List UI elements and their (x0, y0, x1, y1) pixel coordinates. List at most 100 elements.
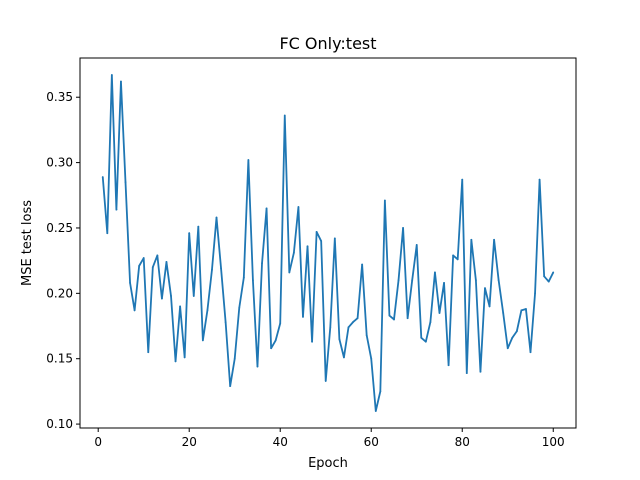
x-tick-label: 100 (542, 435, 565, 449)
data-point (115, 208, 118, 211)
data-point (220, 267, 222, 270)
data-point (534, 292, 536, 295)
data-point (474, 279, 477, 282)
data-point (124, 181, 127, 184)
y-axis-label: MSE test loss (20, 200, 35, 286)
data-point (265, 207, 268, 210)
data-point (142, 257, 145, 259)
data-point (379, 390, 382, 393)
x-tick-label: 80 (455, 435, 470, 449)
data-point (333, 237, 336, 240)
data-point (515, 330, 518, 333)
plot-frame (79, 57, 577, 429)
data-point (461, 178, 464, 181)
data-point (215, 216, 218, 219)
data-point (511, 336, 514, 339)
data-point (374, 410, 377, 412)
y-tick-label: 0.10 (46, 417, 73, 431)
y-tick-label: 0.20 (46, 286, 73, 300)
data-point (525, 308, 527, 310)
data-point (361, 263, 364, 266)
data-point (247, 159, 250, 161)
x-tick-label: 60 (364, 435, 379, 449)
data-point (497, 279, 500, 282)
x-tick-label: 20 (182, 435, 197, 449)
data-point (106, 232, 109, 235)
data-point (147, 351, 150, 354)
data-point (206, 309, 209, 312)
data-point (165, 261, 168, 263)
data-point (383, 199, 386, 202)
data-point (356, 317, 359, 320)
data-points (101, 74, 555, 412)
data-point (352, 321, 354, 323)
y-tick-label: 0.15 (46, 352, 73, 366)
data-point (188, 232, 191, 235)
data-point (229, 385, 232, 388)
data-point (242, 276, 245, 279)
data-point (279, 322, 282, 325)
data-point (156, 254, 159, 257)
data-point (201, 339, 204, 342)
data-point (529, 351, 532, 354)
x-axis-label: Epoch (308, 456, 348, 471)
data-point (170, 295, 172, 297)
x-tick-label: 40 (273, 435, 288, 449)
data-point (424, 340, 427, 343)
data-point (224, 321, 227, 323)
data-point (479, 370, 482, 373)
data-point (465, 372, 468, 374)
data-point (429, 321, 432, 323)
data-point (456, 258, 459, 261)
data-point (411, 279, 414, 282)
data-point (292, 251, 295, 254)
data-point (161, 297, 163, 300)
data-point (324, 380, 327, 382)
data-point (484, 287, 486, 290)
data-point (297, 206, 300, 208)
data-point (406, 317, 409, 320)
data-point (274, 339, 277, 342)
data-point (101, 176, 104, 178)
data-point (470, 238, 473, 241)
data-point (192, 295, 195, 297)
data-point (415, 244, 418, 246)
data-point (133, 309, 136, 312)
data-point (211, 268, 213, 271)
data-point (138, 264, 141, 267)
y-axis-ticks: 0.10 0.15 0.20 0.25 0.30 0.35 (46, 90, 80, 431)
data-point (420, 336, 423, 339)
data-point (252, 279, 254, 282)
data-point (288, 271, 291, 274)
data-point (329, 326, 332, 329)
x-tick-label: 0 (94, 435, 102, 449)
data-point (506, 347, 509, 350)
series-line (101, 74, 555, 412)
data-point (197, 225, 200, 228)
data-point (438, 312, 441, 314)
data-point (315, 230, 318, 233)
data-point (447, 364, 450, 367)
data-point (488, 305, 491, 308)
data-point (238, 306, 241, 309)
data-point (493, 238, 495, 241)
data-point (393, 318, 395, 321)
data-point (233, 357, 236, 360)
data-point (151, 266, 154, 269)
data-point (261, 262, 263, 265)
data-point (311, 340, 313, 343)
data-point (452, 254, 455, 257)
x-axis-ticks: 0 20 40 60 80 100 (94, 428, 565, 449)
data-point (129, 281, 131, 284)
chart-title: FC Only:test (279, 34, 376, 53)
data-point (120, 80, 122, 83)
data-point (388, 314, 391, 317)
data-point (543, 275, 546, 278)
data-point (370, 357, 373, 360)
data-point (365, 334, 368, 337)
data-point (183, 356, 186, 359)
data-point (434, 271, 436, 274)
data-point (302, 315, 304, 318)
y-tick-label: 0.25 (46, 221, 73, 235)
